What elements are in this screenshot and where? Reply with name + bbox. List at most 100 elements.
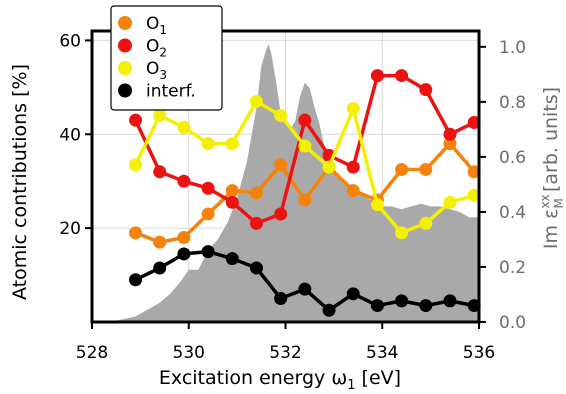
data-point	[153, 108, 167, 122]
data-point	[225, 184, 239, 198]
data-point	[298, 282, 312, 296]
y-tick-label: 40	[59, 125, 81, 145]
data-point	[225, 195, 239, 209]
legend-label-name: interf.	[146, 82, 196, 102]
data-point	[322, 160, 336, 174]
y2-axis-label-sub: M	[552, 198, 566, 208]
ticks-layer: 528 530 532 534 536 20 40 60 0.0 0.2 0.4 0.6 0.8 1.0	[59, 31, 526, 363]
data-point	[129, 273, 143, 287]
legend-marker	[118, 83, 132, 98]
x-axis-label: Excitation energy ω1 [eV]	[159, 367, 401, 393]
data-point	[129, 113, 143, 127]
y2-tick-label: 0.2	[499, 258, 526, 278]
data-point	[201, 245, 215, 259]
data-point	[467, 299, 481, 313]
y2-tick-label: 1.0	[499, 38, 526, 58]
data-point	[274, 158, 288, 172]
data-point	[419, 216, 433, 230]
y2-axis-label-unit: [arb. units]	[540, 87, 562, 198]
data-point	[443, 137, 457, 151]
data-point	[467, 188, 481, 202]
legend-label-name: O	[146, 37, 159, 57]
y2-tick-label: 0.0	[499, 313, 526, 333]
legend-label-sub: 1	[159, 23, 167, 37]
legend-marker	[118, 38, 132, 53]
y2-tick-label: 0.4	[499, 203, 526, 223]
x-tick-label: 532	[269, 343, 301, 363]
data-point	[201, 137, 215, 151]
data-point	[370, 198, 384, 212]
data-point	[346, 184, 360, 198]
data-point	[443, 127, 457, 141]
legend-marker	[118, 16, 132, 30]
data-point	[129, 158, 143, 172]
data-point	[322, 303, 336, 317]
data-point	[177, 174, 191, 188]
legend-label-name: O	[146, 59, 159, 79]
data-point	[249, 94, 263, 108]
data-point	[249, 216, 263, 230]
data-point	[177, 247, 191, 261]
x-axis-label-sub: 1	[347, 378, 355, 393]
data-point	[274, 292, 288, 306]
data-point	[225, 137, 239, 151]
data-point	[153, 261, 167, 275]
data-point	[153, 235, 167, 249]
data-point	[395, 69, 409, 83]
legend-label-sub: 2	[159, 46, 167, 60]
data-point	[298, 193, 312, 207]
series-4	[129, 245, 481, 317]
legend-box	[110, 5, 223, 111]
x-axis-label-main: Excitation energy ω	[159, 367, 347, 389]
data-point	[346, 287, 360, 301]
y2-axis-label: Im εxxM [arb. units]	[538, 87, 566, 249]
data-point	[419, 299, 433, 313]
series-layer	[129, 69, 481, 317]
legend-label-name: O	[146, 14, 159, 34]
legend-label: O2	[146, 37, 167, 60]
x-tick-label: 534	[366, 343, 398, 363]
y2-axis-label-sup: xx	[538, 194, 552, 208]
data-point	[298, 139, 312, 153]
y-axis-label: Atomic contributions [%]	[9, 64, 31, 300]
data-point	[177, 120, 191, 134]
data-point	[346, 160, 360, 174]
data-point	[249, 186, 263, 200]
data-point	[274, 207, 288, 221]
data-point	[201, 207, 215, 221]
data-point	[467, 165, 481, 179]
spectrum-area	[92, 44, 479, 322]
data-point	[370, 69, 384, 83]
data-point	[395, 162, 409, 176]
data-point	[395, 226, 409, 240]
legend-label: O1	[146, 14, 167, 37]
x-tick-label: 530	[173, 343, 205, 363]
data-point	[177, 231, 191, 245]
legend-label: O3	[146, 59, 167, 82]
y-tick-label: 60	[59, 31, 81, 51]
data-point	[443, 195, 457, 209]
data-point	[201, 181, 215, 195]
y2-tick-label: 0.6	[499, 148, 526, 168]
data-point	[370, 299, 384, 313]
legend-label-sub: 3	[159, 68, 167, 82]
x-tick-label: 536	[463, 343, 495, 363]
y2-tick-label: 0.8	[499, 93, 526, 113]
series-3	[129, 94, 481, 240]
x-axis-label-unit: [eV]	[356, 367, 402, 389]
data-point	[274, 108, 288, 122]
data-point	[298, 113, 312, 127]
data-point	[467, 116, 481, 130]
legend-marker	[118, 61, 132, 75]
data-point	[395, 294, 409, 308]
y2-axis-label-main: Im ε	[540, 209, 562, 249]
data-point	[443, 294, 457, 308]
data-point	[249, 261, 263, 275]
data-point	[419, 83, 433, 97]
data-point	[129, 226, 143, 240]
data-point	[153, 165, 167, 179]
x-tick-label: 528	[76, 343, 108, 363]
